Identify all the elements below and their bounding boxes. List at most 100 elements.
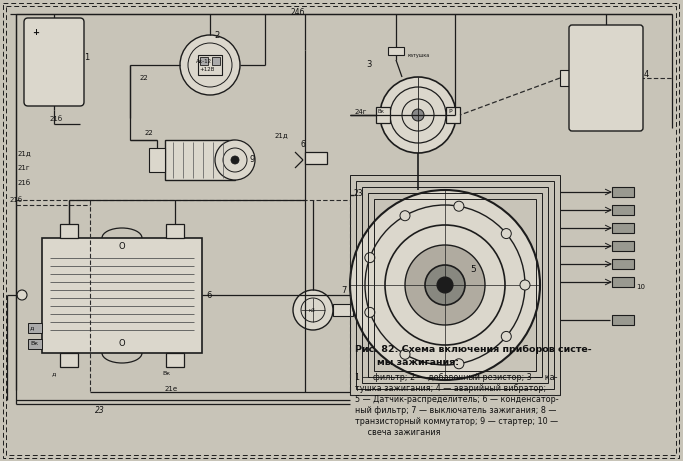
Text: +: + (32, 28, 39, 37)
Circle shape (412, 109, 424, 121)
Circle shape (350, 190, 540, 380)
Bar (612, 277, 634, 287)
Circle shape (353, 305, 363, 315)
Circle shape (437, 277, 453, 293)
Circle shape (402, 99, 434, 131)
Text: 9: 9 (250, 155, 255, 164)
Bar (305, 152, 327, 164)
Circle shape (223, 148, 247, 172)
Text: катушка: катушка (408, 53, 430, 58)
Text: 3: 3 (366, 60, 372, 69)
Text: 22: 22 (140, 75, 149, 81)
Text: 7: 7 (341, 286, 346, 295)
FancyBboxPatch shape (569, 25, 643, 131)
Bar (60, 353, 78, 367)
Bar (149, 148, 165, 172)
Circle shape (400, 349, 410, 359)
Bar (362, 187, 548, 383)
Text: д: д (52, 371, 57, 376)
Text: свеча зажигания: свеча зажигания (355, 428, 441, 437)
Circle shape (301, 298, 325, 322)
Bar (560, 70, 572, 86)
Circle shape (501, 331, 512, 342)
Bar (60, 224, 78, 238)
Bar (350, 175, 560, 395)
Text: к3: к3 (309, 308, 316, 313)
Text: 4: 4 (644, 70, 650, 79)
FancyBboxPatch shape (24, 18, 84, 106)
Bar (368, 193, 542, 377)
Bar (198, 55, 222, 75)
Text: 24б: 24б (291, 8, 305, 17)
Bar (166, 224, 184, 238)
Text: 23: 23 (95, 406, 104, 415)
Bar (612, 259, 634, 269)
Bar (612, 241, 634, 251)
Bar (200, 57, 208, 65)
Circle shape (454, 201, 464, 211)
Bar (212, 57, 220, 65)
Circle shape (180, 35, 240, 95)
Circle shape (501, 229, 512, 239)
Circle shape (231, 156, 239, 164)
Bar (28, 323, 42, 333)
Bar (166, 353, 184, 367)
Circle shape (520, 280, 530, 290)
Circle shape (34, 28, 42, 36)
Text: 1: 1 (84, 53, 89, 63)
Text: 21д: 21д (18, 150, 31, 156)
Text: 6: 6 (206, 290, 211, 300)
Text: Ак-12: Ак-12 (196, 59, 212, 64)
Text: 23: 23 (354, 189, 363, 198)
Circle shape (454, 359, 464, 369)
Text: Вк: Вк (30, 341, 38, 346)
Bar (612, 223, 634, 233)
Circle shape (623, 111, 633, 121)
Text: Вк: Вк (378, 109, 385, 114)
Text: 24г: 24г (355, 109, 367, 115)
Bar (612, 315, 634, 325)
Text: 21б: 21б (10, 197, 23, 203)
Text: ный фильтр; 7 — выключатель зажигания; 8 —: ный фильтр; 7 — выключатель зажигания; 8… (355, 406, 557, 415)
Text: Вк: Вк (162, 371, 170, 376)
Bar (165, 140, 235, 180)
Circle shape (579, 111, 589, 121)
Text: транзисторный коммутатор; 9 — стартер; 10 —: транзисторный коммутатор; 9 — стартер; 1… (355, 417, 558, 426)
Bar (388, 47, 404, 55)
Circle shape (365, 253, 375, 263)
Bar (446, 107, 460, 123)
Bar (356, 181, 554, 389)
Bar (28, 339, 42, 349)
Text: тушка зажигания; 4 — аварийный вибратор;: тушка зажигания; 4 — аварийный вибратор; (355, 384, 546, 393)
Text: 2: 2 (214, 31, 219, 40)
Circle shape (365, 307, 375, 317)
Circle shape (293, 290, 333, 330)
Text: 21г: 21г (18, 165, 31, 171)
Text: +12В: +12В (199, 67, 214, 72)
Text: 1 — фильтр; 2 — добавочный резистор; 3 — ка-: 1 — фильтр; 2 — добавочный резистор; 3 —… (355, 373, 557, 382)
Circle shape (425, 265, 465, 305)
Circle shape (390, 87, 446, 143)
Circle shape (380, 77, 456, 153)
Circle shape (17, 290, 27, 300)
Circle shape (385, 225, 505, 345)
Bar (612, 187, 634, 197)
Text: 5: 5 (470, 265, 476, 274)
Circle shape (623, 35, 633, 45)
Bar (376, 107, 390, 123)
Text: 6: 6 (301, 140, 306, 149)
Circle shape (66, 28, 74, 36)
Circle shape (601, 29, 611, 39)
Circle shape (400, 211, 410, 221)
Text: Р: Р (448, 109, 451, 114)
Bar (374, 199, 536, 371)
Text: 21е: 21е (165, 386, 178, 392)
Bar (612, 205, 634, 215)
Text: 5 — Датчик-распределитель; 6 — конденсатор-: 5 — Датчик-распределитель; 6 — конденсат… (355, 395, 559, 404)
Bar (333, 304, 353, 316)
Text: 21д: 21д (275, 132, 289, 138)
Text: О: О (119, 339, 125, 348)
Text: 21б: 21б (50, 116, 63, 122)
Text: 10: 10 (636, 284, 645, 290)
Circle shape (405, 245, 485, 325)
